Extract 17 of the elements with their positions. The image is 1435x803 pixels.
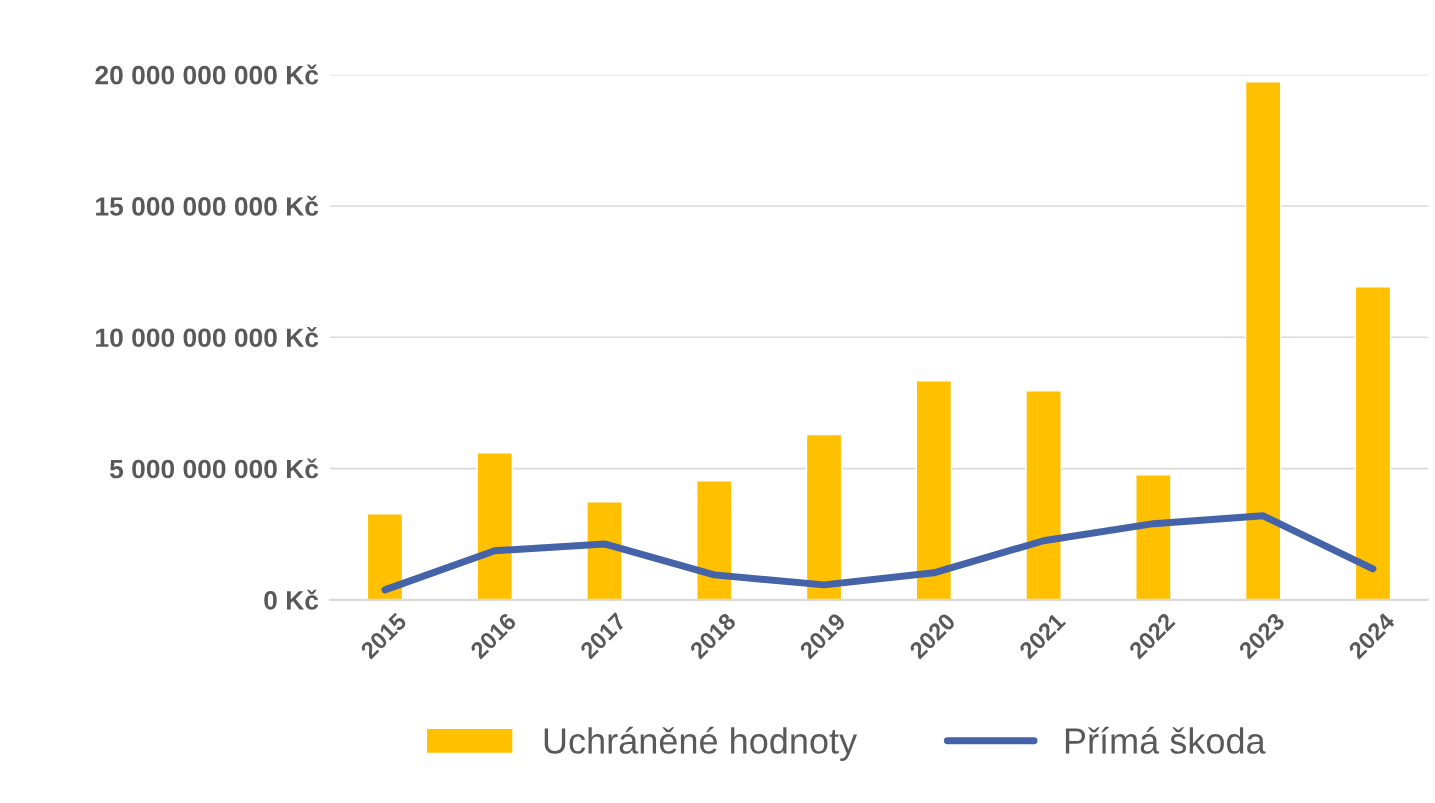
bar [1354, 286, 1392, 600]
bar [915, 380, 953, 600]
y-tick-label: 10 000 000 000 Kč [96, 327, 319, 348]
bar [586, 501, 623, 600]
bar [805, 433, 843, 600]
y-tick-label: 0 Kč [264, 589, 319, 610]
bar [1244, 81, 1282, 600]
legend-label: Uchráněné hodnoty [544, 726, 858, 761]
bar [476, 452, 513, 600]
y-tick-label: 5 000 000 000 Kč [109, 458, 319, 479]
bar [366, 513, 404, 600]
y-tick-label: 20 000 000 000 Kč [95, 64, 319, 85]
bar [696, 480, 733, 600]
y-tick-label: 15 000 000 000 Kč [96, 195, 319, 216]
bar [1135, 474, 1172, 600]
bar [1025, 390, 1062, 600]
legend-label: Přímá škoda [1065, 726, 1266, 754]
